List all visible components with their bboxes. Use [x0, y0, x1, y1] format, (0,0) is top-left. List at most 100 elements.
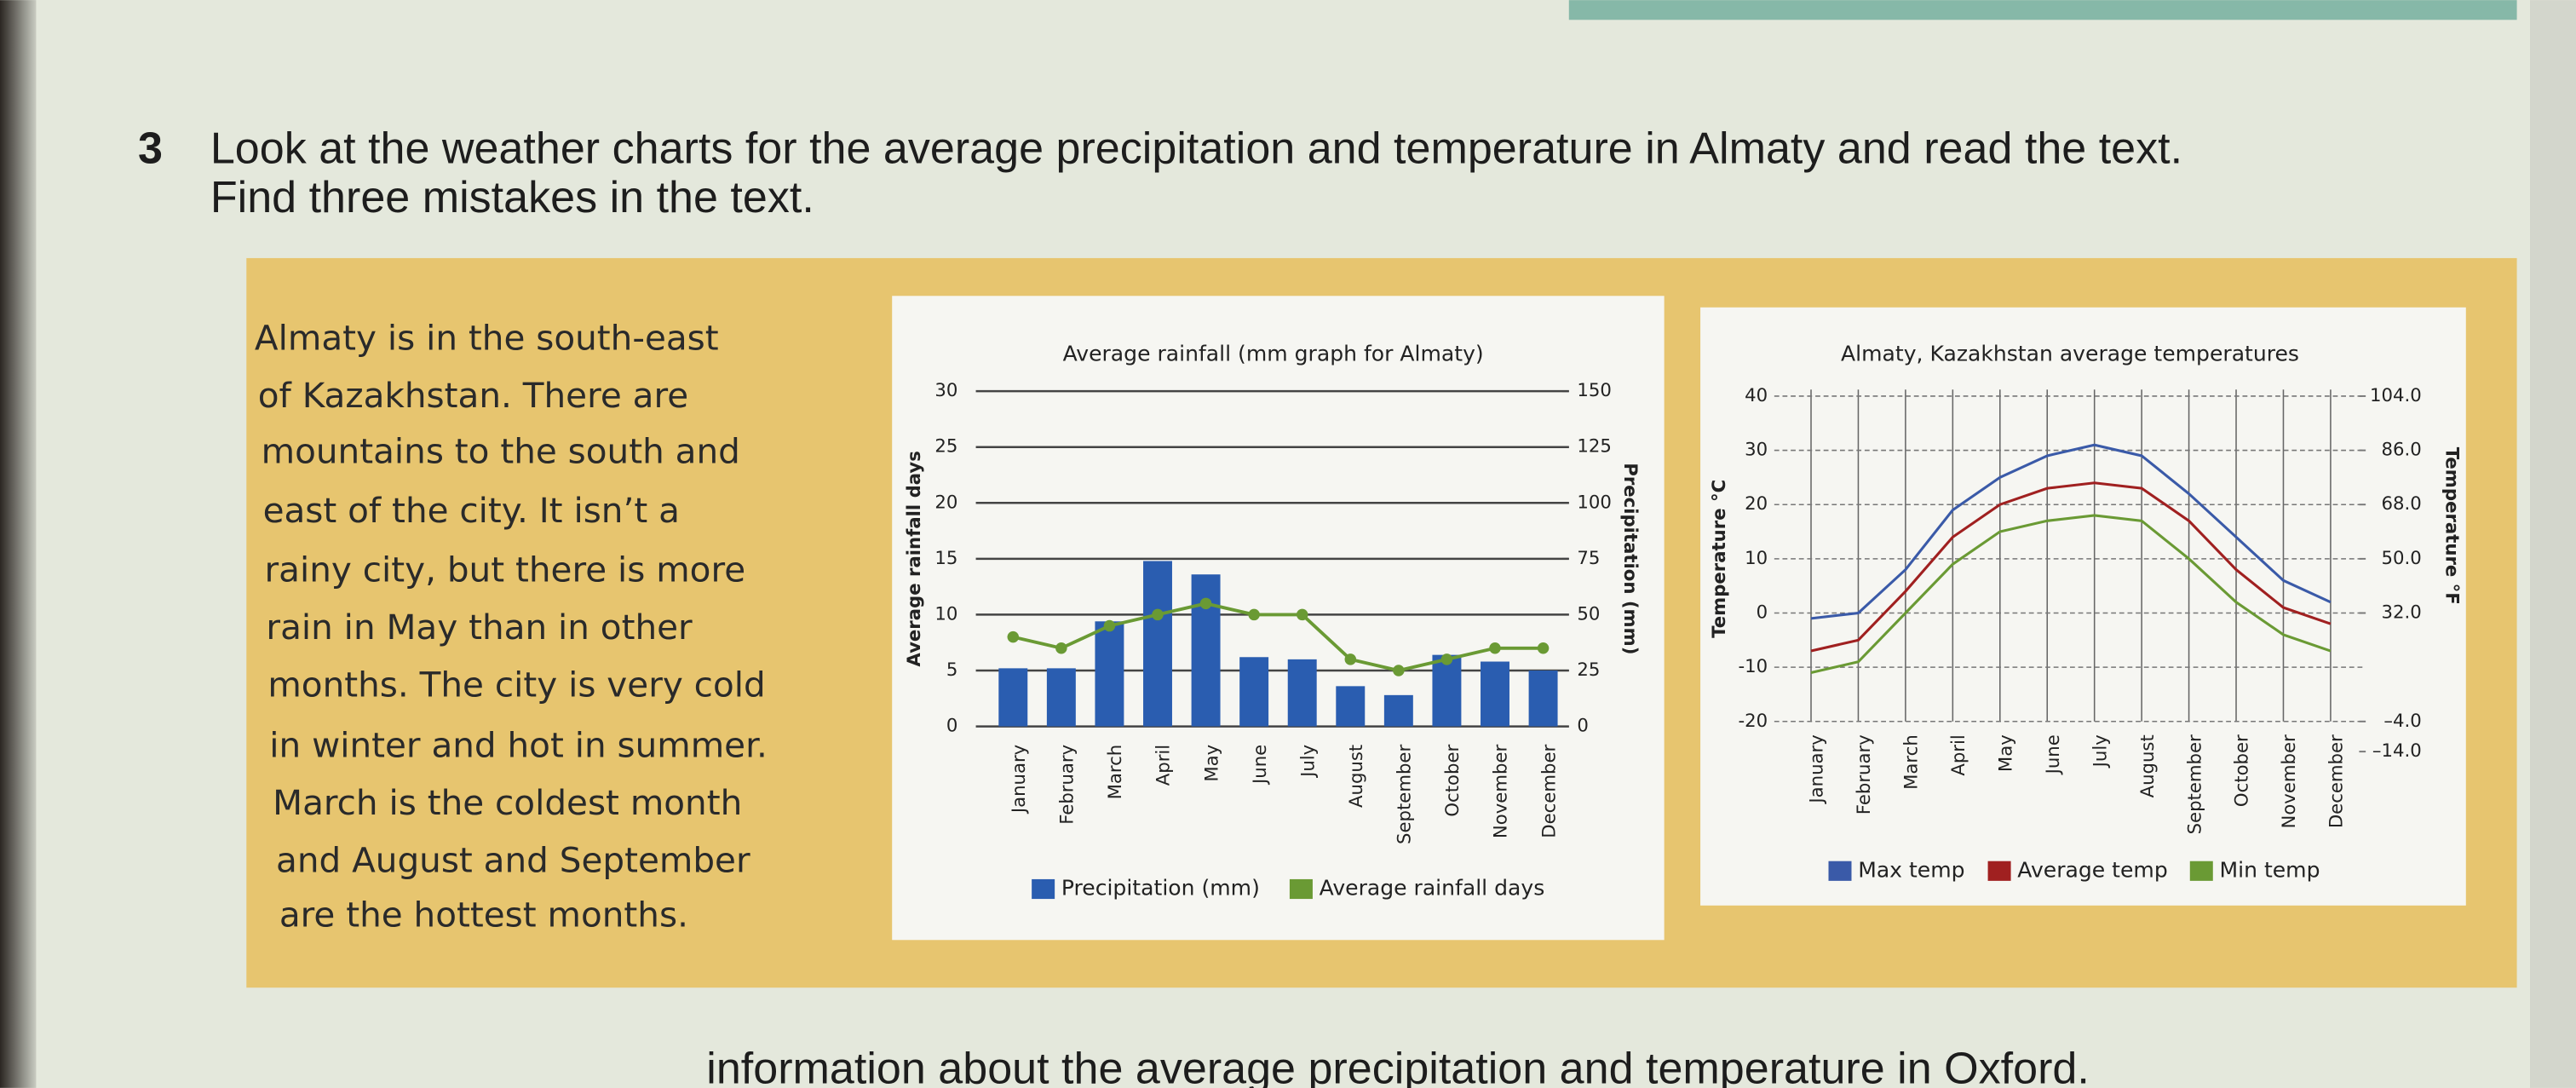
- series-line: [1810, 481, 2332, 653]
- point: [1007, 630, 1020, 643]
- x-tick-label: October: [2232, 734, 2253, 807]
- x-tick-label: April: [1153, 745, 1175, 786]
- point: [1248, 608, 1260, 621]
- passage-line: rainy city, but there is more: [265, 549, 746, 590]
- point: [1055, 642, 1067, 654]
- next-exercise: information about the average precipitat…: [706, 1044, 2090, 1088]
- passage-line: are the hottest months.: [279, 894, 688, 935]
- bar: [1046, 668, 1076, 727]
- y2-tick-label: 50.0: [2381, 548, 2421, 569]
- y-tick-label: -20: [1739, 711, 1768, 732]
- y-tick-label: 0: [1757, 602, 1768, 624]
- passage-line: in winter and hot in summer.: [269, 725, 768, 766]
- y2-tick-label: 25: [1577, 659, 1600, 681]
- y2-tick-label: 125: [1577, 436, 1611, 458]
- y-tick-label: 30: [934, 380, 957, 401]
- y-tick-label: 10: [934, 603, 957, 625]
- x-tick-label: October: [1442, 745, 1463, 817]
- bar: [1336, 686, 1366, 727]
- x-tick-label: June: [2043, 734, 2064, 775]
- x-tick-label: February: [1057, 745, 1078, 825]
- y2-axis-label: Precipitation (mm): [1619, 463, 1641, 654]
- chart-title: Average rainfall (mm graph for Almaty): [1063, 342, 1484, 366]
- bar: [1143, 561, 1172, 727]
- x-tick-label: March: [1901, 734, 1923, 790]
- point: [1393, 665, 1405, 676]
- bar: [1287, 659, 1317, 727]
- y2-tick-label: 50: [1577, 603, 1600, 625]
- y2-tick-label: 100: [1577, 492, 1611, 513]
- chart-card: [1700, 307, 2466, 906]
- point: [1344, 653, 1357, 665]
- x-tick-label: January: [1807, 734, 1828, 804]
- legend-swatch: [1032, 878, 1055, 900]
- legend-swatch: [1987, 861, 2011, 881]
- x-tick-label: June: [1250, 745, 1271, 786]
- x-tick-label: July: [1297, 745, 1319, 779]
- page-edge: [0, 0, 37, 1088]
- point: [1152, 608, 1164, 621]
- x-tick-label: July: [2090, 734, 2111, 769]
- chart-title: Almaty, Kazakhstan average temperatures: [1841, 342, 2299, 366]
- right-edge: [2530, 0, 2576, 1088]
- bar: [1383, 694, 1413, 727]
- bar: [1095, 621, 1124, 727]
- legend-label: Precipitation (mm): [1061, 876, 1260, 901]
- y-tick-label: -10: [1739, 656, 1768, 677]
- passage-line: of Kazakhstan. There are: [258, 375, 688, 416]
- y-tick-label: 20: [934, 492, 957, 513]
- passage-line: east of the city. It isn’t a: [263, 490, 680, 531]
- x-tick-label: May: [1996, 734, 2017, 772]
- x-tick-label: May: [1201, 745, 1222, 782]
- y2-tick-label: 32.0: [2381, 602, 2421, 624]
- x-tick-label: January: [1009, 745, 1030, 815]
- x-tick-label: December: [2326, 734, 2348, 828]
- x-tick-label: December: [1538, 745, 1560, 838]
- y-tick-label: 25: [934, 436, 957, 458]
- exercise-number: 3: [138, 124, 163, 173]
- legend-swatch: [1828, 861, 1852, 881]
- x-tick-label: August: [2137, 734, 2159, 797]
- x-tick-label: March: [1105, 745, 1126, 800]
- x-tick-label: February: [1854, 734, 1875, 815]
- bar: [1481, 661, 1509, 727]
- point: [1440, 653, 1453, 665]
- chart-card: [892, 296, 1665, 941]
- passage-line: Almaty is in the south-east: [255, 317, 719, 358]
- passage-line: rain in May than in other: [266, 607, 693, 648]
- point: [1489, 642, 1501, 654]
- y-axis-label: Average rainfall days: [904, 451, 925, 666]
- passage-line: and August and September: [276, 840, 750, 881]
- bar: [1239, 657, 1269, 727]
- bar: [1191, 574, 1221, 727]
- y-tick-label: 40: [1745, 385, 1768, 406]
- y2-tick-label: 150: [1577, 380, 1611, 401]
- series-line: [1012, 602, 1544, 672]
- y2-axis-label: Temperature °F: [2441, 447, 2462, 605]
- y-tick-label: 20: [1745, 493, 1768, 515]
- point: [1199, 597, 1212, 610]
- x-tick-label: September: [1394, 745, 1416, 844]
- point: [1103, 619, 1116, 632]
- point: [1537, 642, 1550, 654]
- bar: [1432, 654, 1462, 727]
- y2-tick-label: –14.0: [2372, 740, 2422, 762]
- y-tick-label: 10: [1745, 548, 1768, 569]
- passage: Almaty is in the south-east of Kazakhstan…: [255, 317, 768, 935]
- x-tick-label: August: [1346, 745, 1367, 808]
- y-tick-label: 5: [946, 659, 958, 681]
- bar: [1528, 671, 1558, 727]
- legend-swatch: [2189, 861, 2213, 881]
- y2-tick-label: 75: [1577, 548, 1600, 569]
- series-line: [1810, 514, 2332, 675]
- x-tick-label: April: [1948, 734, 1969, 775]
- instruction: Look at the weather charts for the avera…: [210, 124, 2182, 173]
- y-tick-label: 15: [934, 548, 957, 569]
- legend-label: Average rainfall days: [1320, 876, 1545, 901]
- y2-tick-label: 68.0: [2381, 493, 2421, 515]
- x-tick-label: November: [2279, 734, 2300, 829]
- top-box: [1568, 0, 2517, 20]
- bar: [998, 668, 1028, 727]
